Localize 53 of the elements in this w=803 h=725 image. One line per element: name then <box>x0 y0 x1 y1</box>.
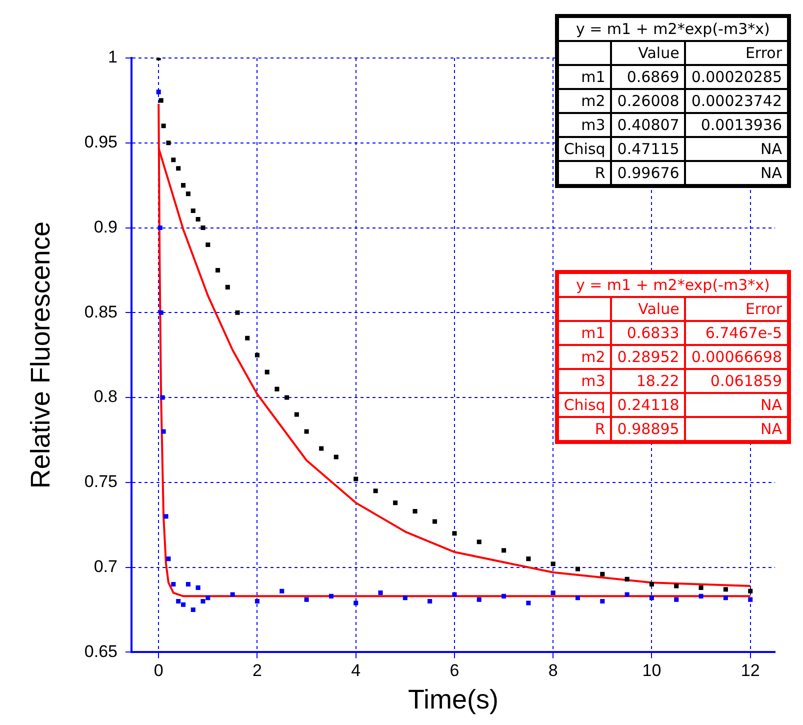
annotation: Error <box>685 41 789 65</box>
annotation: NA <box>685 417 789 442</box>
annotation: 0.99676 <box>611 161 686 186</box>
annotation: R <box>556 417 612 442</box>
annotation: m2 <box>556 89 612 113</box>
annotation: 0.47115 <box>611 137 686 161</box>
annotation: 18.22 <box>611 369 686 393</box>
annotation: 0.6833 <box>611 321 686 345</box>
x-tick-label: 0 <box>154 661 164 680</box>
y-tick-label: 0.85 <box>84 302 118 322</box>
annotation: Value <box>611 297 686 321</box>
annotation: 0.00066698 <box>685 345 789 369</box>
annotation: R <box>556 161 612 186</box>
annotation: 0.061859 <box>685 369 789 393</box>
text: y = m1 + m2*exp(-m3*x) <box>556 16 789 41</box>
annotation: 0.98895 <box>611 417 686 442</box>
annotation: m3 <box>556 113 612 137</box>
annotation: 0.0013936 <box>685 113 789 137</box>
annotation: 0.6869 <box>611 65 686 89</box>
annotation: m1 <box>556 321 612 345</box>
y-tick-label: 0.9 <box>94 217 118 236</box>
annotation: 6.7467e-5 <box>685 321 789 345</box>
x-tick-label: 6 <box>450 661 460 680</box>
x-tick-label: 2 <box>252 661 262 680</box>
annotation: Value <box>611 41 686 65</box>
y-tick-label: 1 <box>108 48 118 67</box>
x-tick-label: 10 <box>642 661 662 680</box>
x-tick-label: 8 <box>548 661 558 680</box>
x-tick-label: 12 <box>740 661 760 680</box>
x-tick-label: 4 <box>351 661 361 680</box>
annotation: Error <box>685 297 789 321</box>
y-tick-label: 0.95 <box>84 132 118 152</box>
annotation: m3 <box>556 369 612 393</box>
y-axis-title: Relative Fluorescence <box>26 222 56 489</box>
annotation: y = m1 + m2*exp(-m3*x) <box>556 272 789 297</box>
annotation: 0.00023742 <box>685 89 789 113</box>
y-tick-label: 0.8 <box>94 387 118 406</box>
annotation: 0.40807 <box>611 113 686 137</box>
annotation: NA <box>685 393 789 417</box>
annotation: 0.26008 <box>611 89 686 113</box>
annotation: 0.28952 <box>611 345 686 369</box>
annotation: 0.24118 <box>611 393 686 417</box>
annotation: NA <box>685 161 789 186</box>
annotation: 0.00020285 <box>685 65 789 89</box>
x-axis-title: Time(s) <box>408 684 498 714</box>
annotation: Chisq <box>556 137 612 161</box>
annotation: m1 <box>556 65 612 89</box>
y-tick-label: 0.65 <box>84 642 118 661</box>
annotation: NA <box>685 137 789 161</box>
annotation: m2 <box>556 345 612 369</box>
y-tick-label: 0.7 <box>94 557 118 576</box>
annotation: Chisq <box>556 393 612 417</box>
y-tick-label: 0.75 <box>84 472 118 492</box>
